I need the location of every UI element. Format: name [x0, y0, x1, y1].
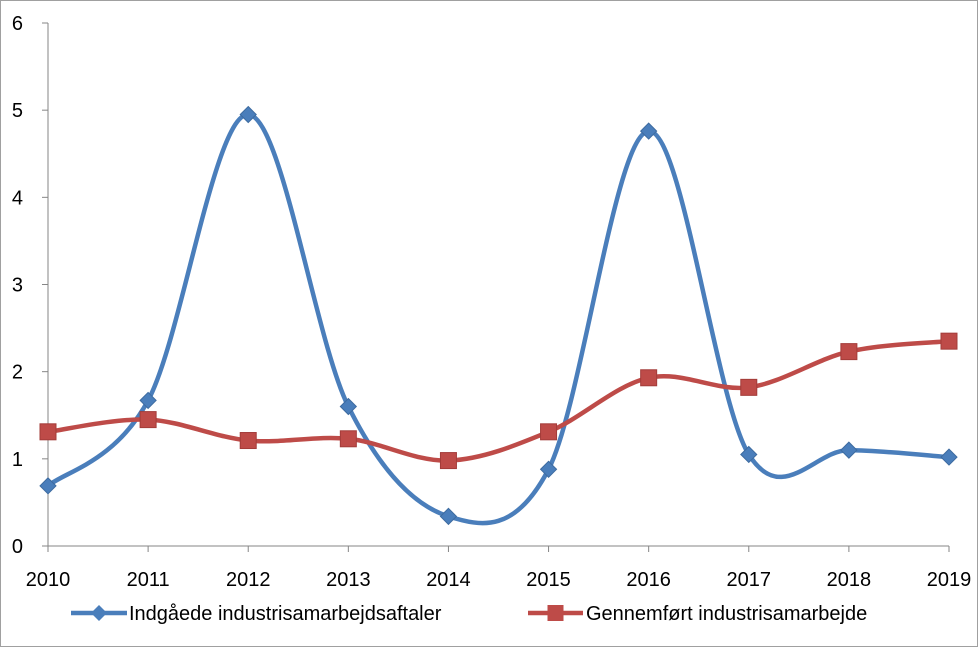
data-point [539, 460, 558, 479]
data-point [339, 430, 357, 448]
legend-label: Gennemført industrisamarbejde [586, 603, 867, 625]
data-point [940, 332, 958, 350]
data-point [740, 445, 758, 464]
legend-label: Indgåede industrisamarbejdsaftaler [129, 603, 442, 625]
y-tick-label: 6 [12, 13, 23, 35]
y-tick-label: 1 [12, 449, 23, 471]
x-tick-label: 2014 [426, 569, 471, 591]
data-point [439, 452, 457, 470]
x-tick-label: 2019 [927, 569, 972, 591]
y-tick-label: 3 [12, 275, 23, 297]
data-point [540, 423, 558, 441]
x-tick-label: 2013 [326, 569, 371, 591]
data-point [139, 411, 157, 429]
x-tick-label: 2017 [727, 569, 772, 591]
series-line [45, 112, 952, 526]
legend-marker [547, 605, 564, 621]
y-tick-label: 2 [12, 362, 23, 384]
series-1 [39, 105, 958, 526]
data-point [740, 378, 758, 396]
data-point [39, 477, 57, 495]
x-tick-label: 2010 [26, 569, 71, 591]
legend-item: Gennemført industrisamarbejde [528, 603, 867, 625]
data-point [639, 122, 658, 140]
data-point [139, 391, 157, 410]
x-tick-label: 2016 [626, 569, 671, 591]
axes: 0 1 2 3 4 5 6 2010 2011 2012 2013 2014 2015 2016 2017 2… [12, 13, 971, 591]
series-line [45, 338, 952, 463]
data-point [39, 423, 57, 441]
data-point [239, 105, 257, 124]
y-tick-label: 0 [12, 536, 23, 558]
x-tick-label: 2018 [827, 569, 872, 591]
data-point [239, 432, 257, 450]
data-point [439, 507, 458, 526]
data-point [640, 369, 658, 387]
x-tick-label: 2011 [127, 569, 170, 591]
series-2 [39, 332, 958, 470]
data-point [940, 448, 958, 466]
x-tick-label: 2012 [226, 569, 271, 591]
x-tick-label: 2015 [526, 569, 571, 591]
data-point [339, 397, 358, 416]
data-point [840, 441, 858, 459]
legend-item: Indgåede industrisamarbejdsaftaler [71, 603, 442, 625]
legend: Indgåede industrisamarbejdsaftaler Gennem… [71, 603, 867, 625]
legend-marker [91, 605, 107, 621]
y-tick-label: 5 [12, 100, 23, 122]
data-point [840, 343, 858, 361]
y-tick-label: 4 [12, 187, 23, 209]
series-layer [39, 105, 958, 526]
